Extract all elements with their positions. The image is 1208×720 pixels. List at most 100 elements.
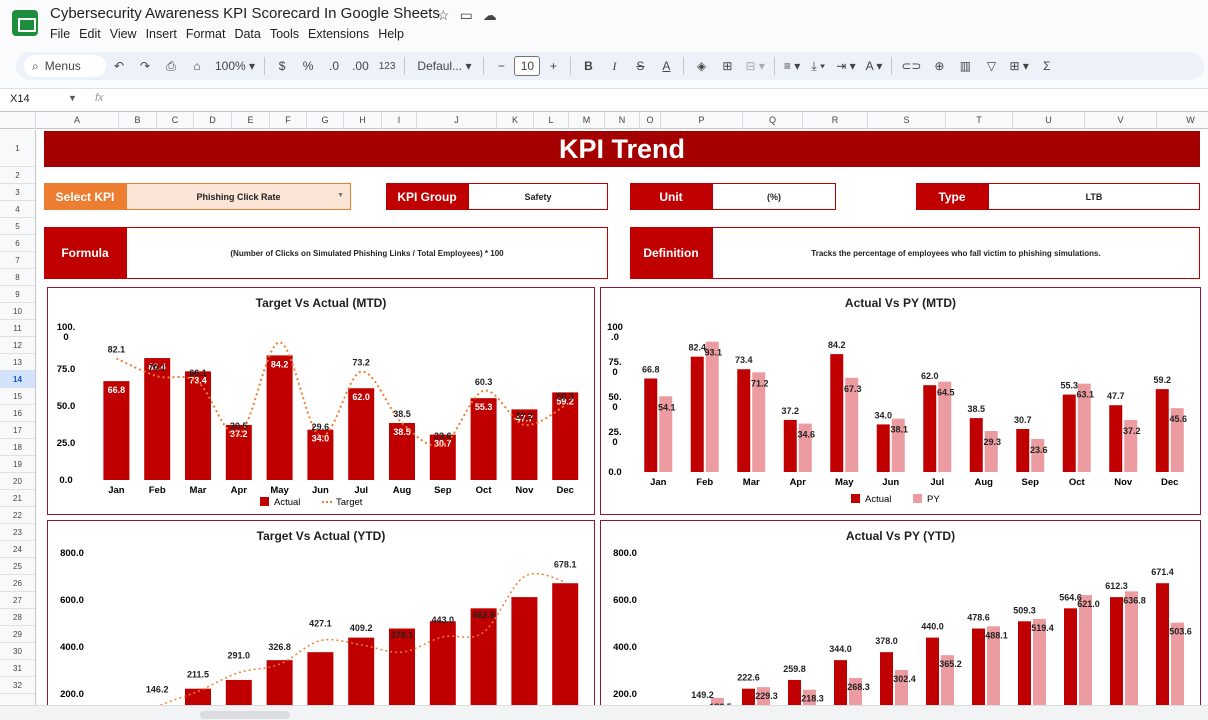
chart-target-vs-actual-ytd[interactable]: Target Vs Actual (YTD) 200.0 400.0 600.0 80… [47, 520, 595, 705]
column-header-L[interactable]: L [534, 112, 569, 129]
font-select[interactable]: Defaul... ▾ [417, 59, 472, 73]
select-all-corner[interactable] [0, 112, 36, 129]
increase-decimal-button[interactable]: .00 [352, 59, 369, 73]
menu-view[interactable]: View [109, 27, 137, 41]
row-header-3[interactable]: 3 [0, 184, 35, 201]
row-header-7[interactable]: 7 [0, 252, 35, 269]
column-header-B[interactable]: B [119, 112, 157, 129]
row-header-25[interactable]: 25 [0, 558, 35, 575]
row-header-29[interactable]: 29 [0, 626, 35, 643]
column-header-O[interactable]: O [640, 112, 661, 129]
row-header-27[interactable]: 27 [0, 592, 35, 609]
column-header-F[interactable]: F [270, 112, 307, 129]
insert-chart-icon[interactable]: ▥ [959, 59, 972, 73]
row-header-8[interactable]: 8 [0, 269, 35, 286]
redo-icon[interactable]: ↷ [139, 59, 151, 73]
text-color-icon[interactable]: A [662, 59, 671, 73]
column-header-U[interactable]: U [1013, 112, 1085, 129]
functions-icon[interactable]: Σ [1043, 59, 1051, 73]
horizontal-align-icon[interactable]: ≡ ▾ [783, 59, 801, 73]
italic-icon[interactable]: I [612, 58, 617, 73]
row-header-12[interactable]: 12 [0, 337, 35, 354]
number-format-button[interactable]: 123 [378, 60, 396, 72]
font-size-increase-icon[interactable]: + [549, 59, 557, 73]
column-header-Q[interactable]: Q [743, 112, 803, 129]
horizontal-scrollbar[interactable] [200, 711, 290, 719]
vertical-align-icon[interactable]: ⤓ ▾ [811, 58, 826, 73]
insert-link-icon[interactable]: ⊂⊃ [901, 59, 922, 73]
sheets-logo-icon[interactable] [12, 10, 38, 36]
filter-icon[interactable]: ▽ [986, 59, 997, 73]
column-header-G[interactable]: G [307, 112, 344, 129]
menu-insert[interactable]: Insert [145, 27, 177, 41]
menus-search[interactable]: ⌕ Menus [24, 55, 106, 77]
row-header-5[interactable]: 5 [0, 218, 35, 235]
name-box[interactable]: X14 [10, 93, 30, 105]
column-header-K[interactable]: K [497, 112, 534, 129]
filter-views-icon[interactable]: ⊞ ▾ [1009, 59, 1029, 73]
column-header-N[interactable]: N [605, 112, 640, 129]
move-folder-icon[interactable]: ▭ [459, 7, 473, 23]
row-header-10[interactable]: 10 [0, 303, 35, 320]
row-header-14[interactable]: 14 [0, 371, 35, 388]
row-header-4[interactable]: 4 [0, 201, 35, 218]
row-header-2[interactable]: 2 [0, 167, 35, 184]
column-header-S[interactable]: S [868, 112, 946, 129]
insert-comment-icon[interactable]: ⊕ [934, 59, 945, 73]
column-header-T[interactable]: T [946, 112, 1013, 129]
column-header-J[interactable]: J [417, 112, 497, 129]
column-header-C[interactable]: C [157, 112, 194, 129]
column-header-P[interactable]: P [661, 112, 743, 129]
row-header-26[interactable]: 26 [0, 575, 35, 592]
percent-format-button[interactable]: % [302, 59, 314, 73]
font-size-input[interactable]: 10 [514, 56, 541, 76]
sheet-grid[interactable]: KPI Trend Select KPI Phishing Click Rate… [37, 130, 1208, 705]
undo-icon[interactable]: ↶ [113, 59, 125, 73]
row-header-24[interactable]: 24 [0, 541, 35, 558]
menu-file[interactable]: File [50, 27, 71, 41]
column-header-V[interactable]: V [1085, 112, 1157, 129]
font-size-decrease-icon[interactable]: − [497, 59, 505, 73]
bold-icon[interactable]: B [584, 59, 593, 73]
row-header-22[interactable]: 22 [0, 507, 35, 524]
row-header-13[interactable]: 13 [0, 354, 35, 371]
menu-help[interactable]: Help [378, 27, 404, 41]
row-header-1[interactable]: 1 [0, 130, 35, 167]
column-header-E[interactable]: E [232, 112, 270, 129]
column-header-H[interactable]: H [344, 112, 382, 129]
column-header-I[interactable]: I [382, 112, 417, 129]
text-wrap-icon[interactable]: ⇥ ▾ [836, 59, 856, 73]
text-rotation-icon[interactable]: A ▾ [865, 59, 883, 73]
borders-icon[interactable]: ⊞ [722, 59, 733, 73]
row-header-19[interactable]: 19 [0, 456, 35, 473]
chevron-down-icon[interactable]: ▼ [68, 93, 77, 103]
menu-edit[interactable]: Edit [79, 27, 101, 41]
select-kpi-dropdown[interactable]: Phishing Click Rate ▼ [126, 183, 351, 210]
row-header-17[interactable]: 17 [0, 422, 35, 439]
print-icon[interactable]: ⎙ [166, 58, 176, 73]
paint-format-icon[interactable]: ⌂ [193, 59, 201, 73]
zoom-select[interactable]: 100% ▾ [215, 59, 256, 73]
chart-actual-vs-py-mtd[interactable]: Actual Vs PY (MTD) 0.0 25. 0 50. 0 75. 0 100.0 J… [600, 287, 1201, 515]
currency-format-button[interactable]: $ [278, 59, 286, 73]
chart-target-vs-actual-mtd[interactable]: Target Vs Actual (MTD) 0.0 25.0 50.0 75.0 10… [47, 287, 595, 515]
cloud-status-icon[interactable]: ☁ [482, 7, 497, 23]
merge-cells-icon[interactable]: ⊟ ▾ [745, 59, 765, 73]
menu-extensions[interactable]: Extensions [308, 27, 370, 41]
row-header-9[interactable]: 9 [0, 286, 35, 303]
row-header-32[interactable]: 32 [0, 677, 35, 694]
row-header-28[interactable]: 28 [0, 609, 35, 626]
column-header-A[interactable]: A [36, 112, 119, 129]
row-header-30[interactable]: 30 [0, 643, 35, 660]
row-header-18[interactable]: 18 [0, 439, 35, 456]
star-icon[interactable]: ☆ [437, 7, 450, 23]
row-header-31[interactable]: 31 [0, 660, 35, 677]
menu-data[interactable]: Data [234, 27, 261, 41]
column-header-D[interactable]: D [194, 112, 232, 129]
row-header-21[interactable]: 21 [0, 490, 35, 507]
decrease-decimal-button[interactable]: .0 [329, 59, 340, 73]
menu-tools[interactable]: Tools [269, 27, 300, 41]
menu-format[interactable]: Format [185, 27, 226, 41]
chart-actual-vs-py-ytd[interactable]: Actual Vs PY (YTD) 200.0 400.0 600.0 800.0 6… [600, 520, 1201, 705]
row-header-15[interactable]: 15 [0, 388, 35, 405]
